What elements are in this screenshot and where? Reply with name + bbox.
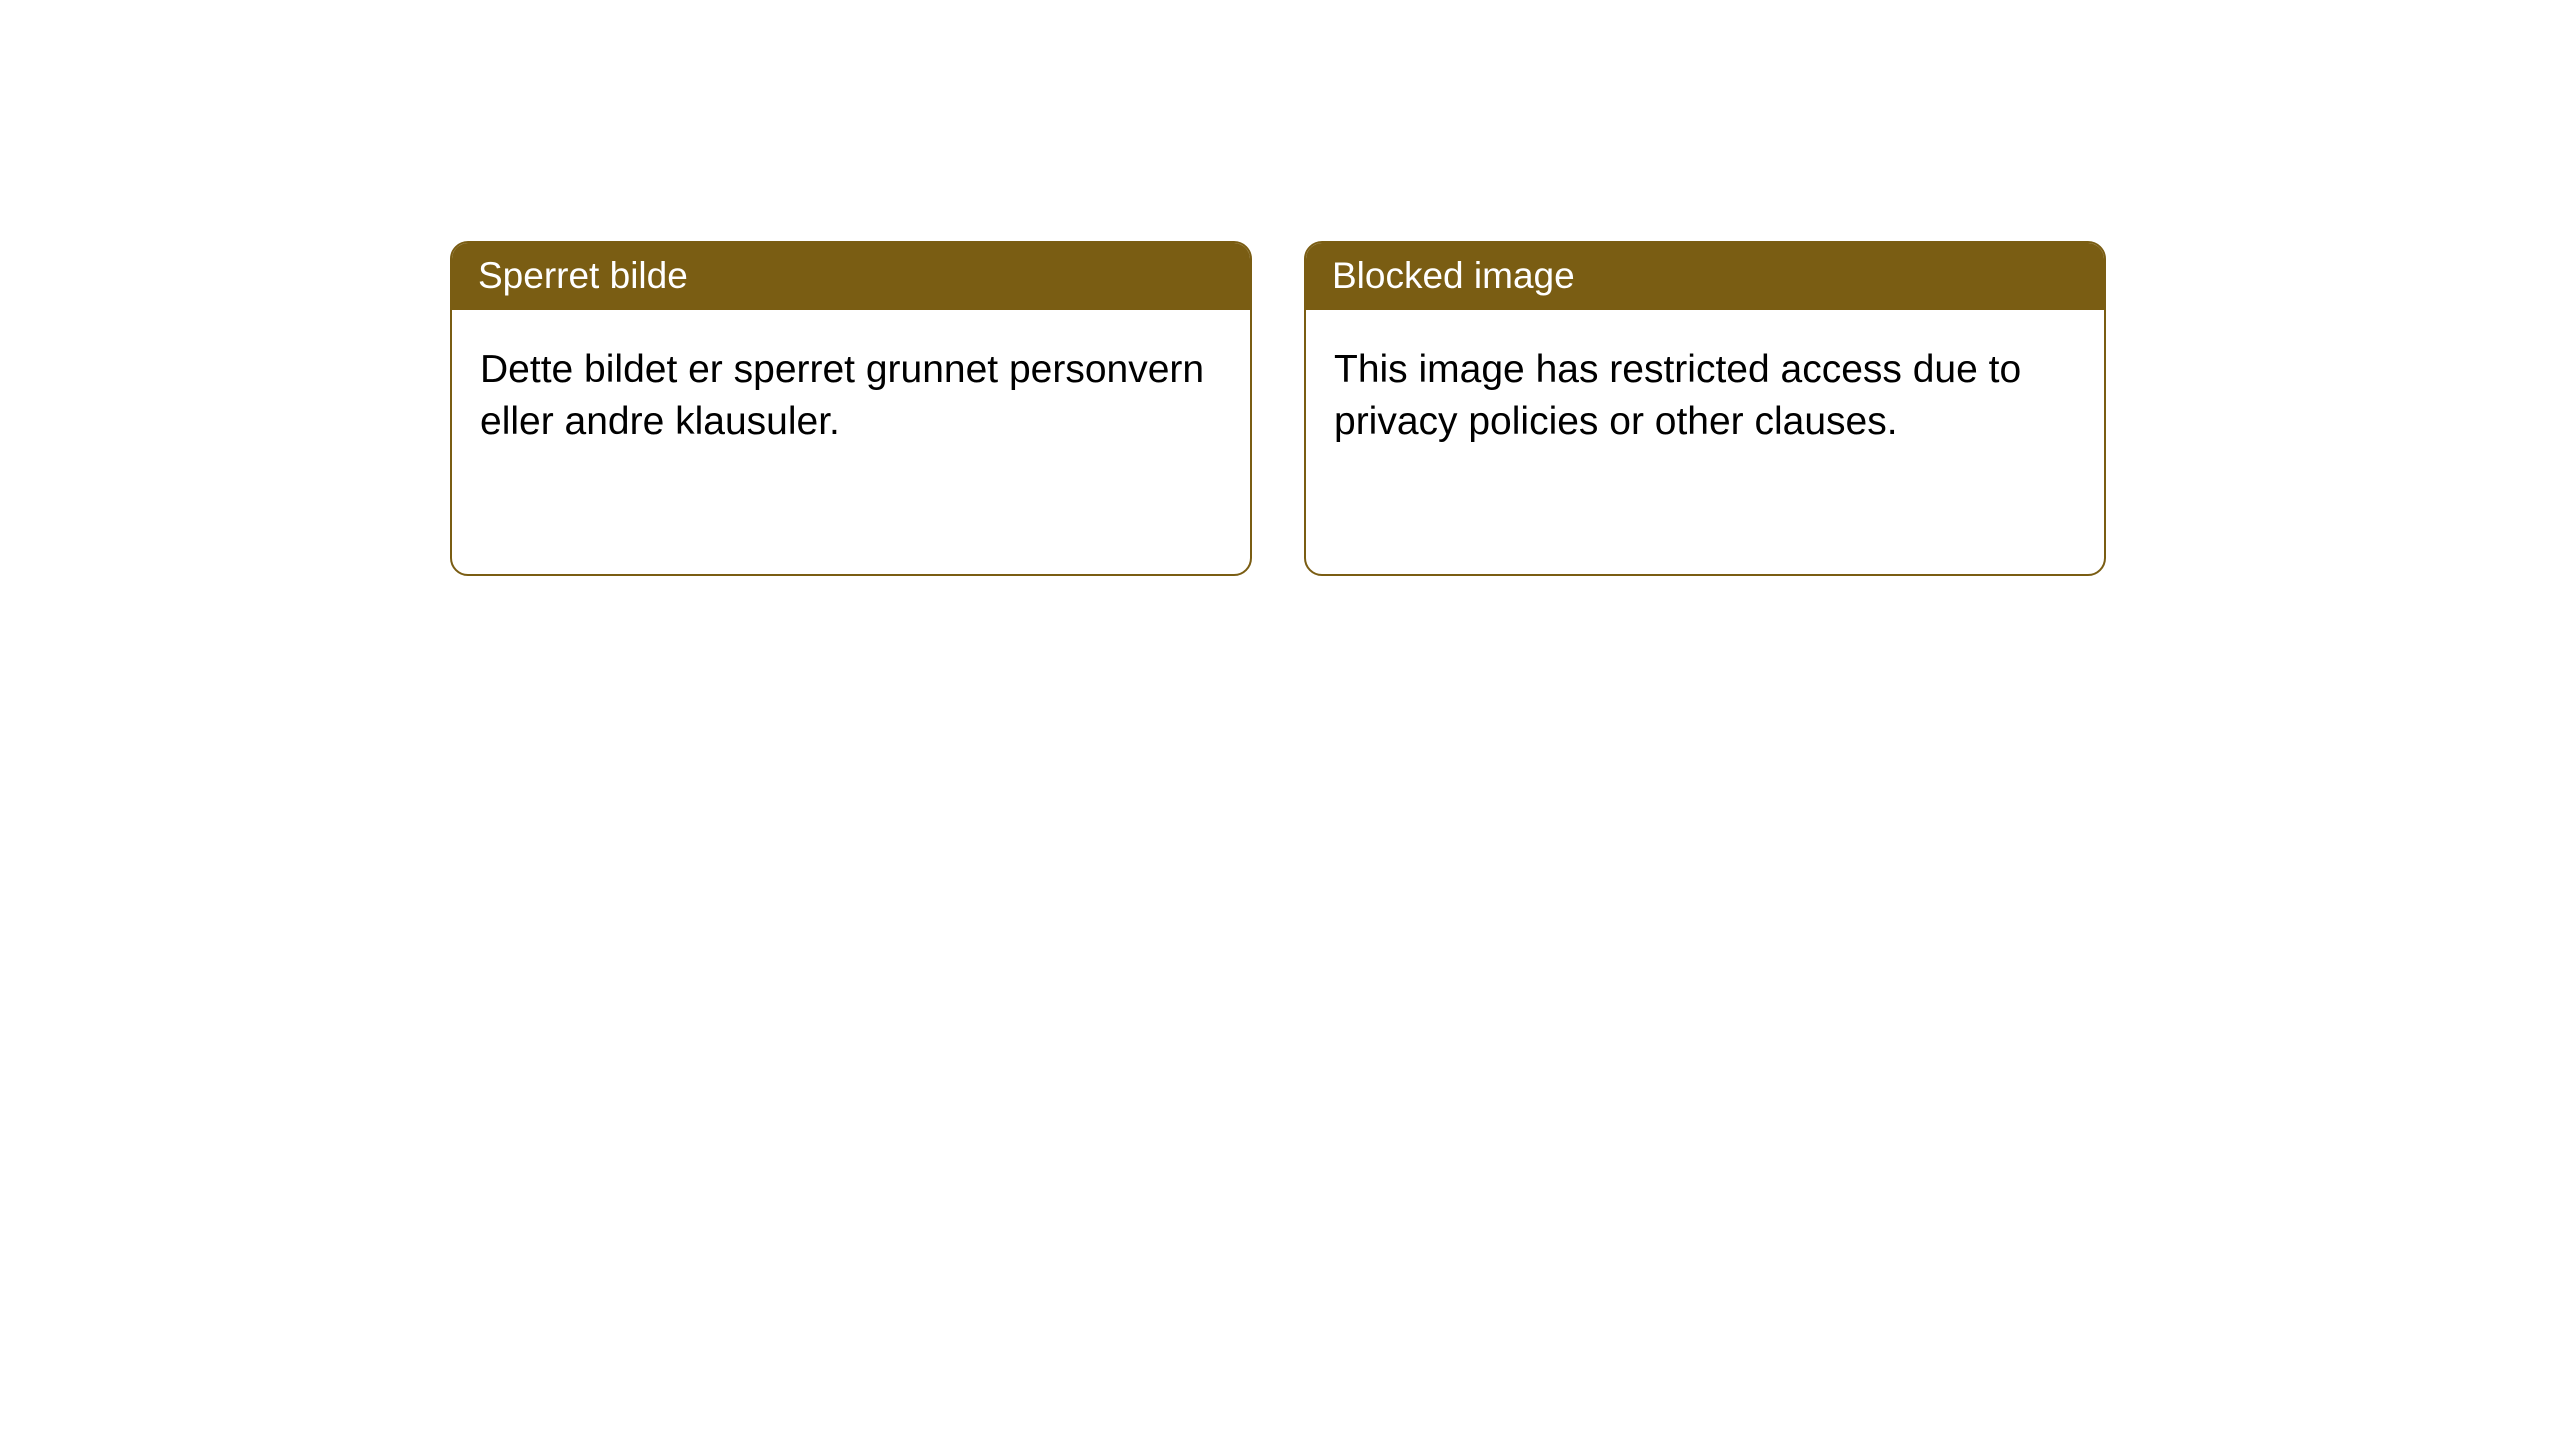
notice-card-norwegian: Sperret bilde Dette bildet er sperret gr… xyxy=(450,241,1252,576)
notice-title: Blocked image xyxy=(1332,255,1575,296)
notice-body: This image has restricted access due to … xyxy=(1306,310,2104,482)
notice-header: Blocked image xyxy=(1306,243,2104,310)
notice-body-text: Dette bildet er sperret grunnet personve… xyxy=(480,348,1204,443)
notice-title: Sperret bilde xyxy=(478,255,688,296)
notice-body-text: This image has restricted access due to … xyxy=(1334,348,2021,443)
notice-body: Dette bildet er sperret grunnet personve… xyxy=(452,310,1250,482)
notice-card-english: Blocked image This image has restricted … xyxy=(1304,241,2106,576)
notice-header: Sperret bilde xyxy=(452,243,1250,310)
notice-container: Sperret bilde Dette bildet er sperret gr… xyxy=(450,241,2106,576)
